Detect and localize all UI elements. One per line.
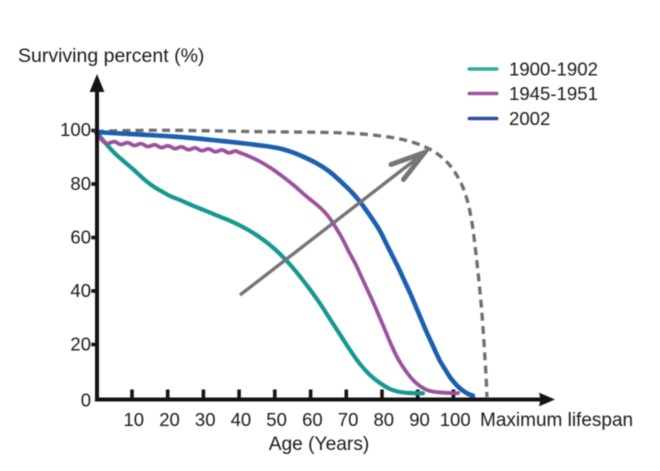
- svg-text:70: 70: [338, 409, 359, 430]
- svg-text:60: 60: [302, 409, 323, 430]
- svg-text:40: 40: [70, 280, 91, 301]
- svg-text:40: 40: [231, 409, 252, 430]
- svg-text:80: 80: [374, 409, 395, 430]
- svg-text:Age (Years): Age (Years): [269, 434, 370, 455]
- svg-text:100: 100: [60, 119, 91, 140]
- svg-text:90: 90: [409, 409, 430, 430]
- svg-text:0: 0: [81, 390, 91, 411]
- svg-text:20: 20: [159, 409, 180, 430]
- svg-text:20: 20: [70, 334, 91, 355]
- svg-text:30: 30: [195, 409, 216, 430]
- svg-text:60: 60: [70, 227, 91, 248]
- svg-text:10: 10: [124, 409, 145, 430]
- svg-text:1900-1902: 1900-1902: [509, 59, 598, 80]
- svg-text:Surviving percent (%): Surviving percent (%): [18, 45, 204, 67]
- svg-text:100: 100: [440, 409, 471, 430]
- svg-text:Maximum lifespan: Maximum lifespan: [480, 410, 633, 431]
- svg-text:1945-1951: 1945-1951: [509, 83, 598, 104]
- svg-text:2002: 2002: [509, 108, 550, 129]
- svg-text:50: 50: [266, 409, 287, 430]
- svg-text:80: 80: [70, 173, 91, 194]
